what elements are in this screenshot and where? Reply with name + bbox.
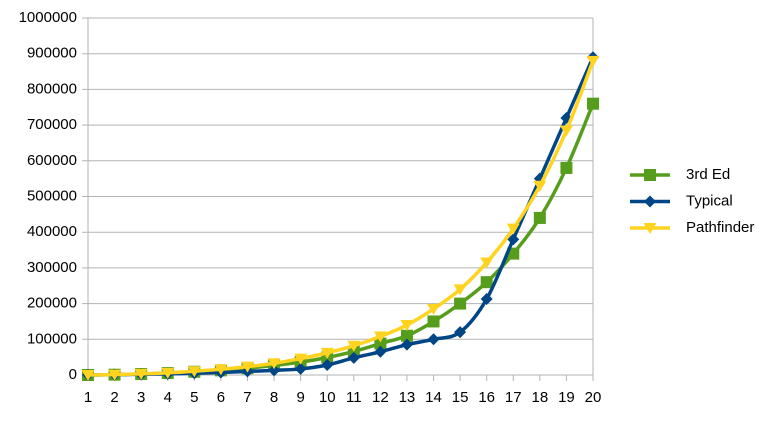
data-point	[134, 368, 148, 380]
y-tick-label: 900000	[27, 45, 77, 62]
data-point	[559, 125, 573, 137]
data-point	[587, 97, 599, 110]
x-tick-label: 4	[164, 389, 172, 406]
data-point	[480, 276, 493, 289]
data-point	[560, 161, 573, 174]
y-tick-label: 1000000	[19, 9, 77, 26]
data-point	[240, 361, 254, 373]
x-tick-label: 20	[585, 389, 602, 406]
x-tick-label: 16	[478, 389, 495, 406]
x-tick-label: 10	[319, 389, 336, 406]
x-tick-label: 12	[372, 389, 389, 406]
data-point	[374, 337, 387, 350]
data-point	[267, 358, 281, 370]
data-point	[586, 55, 600, 67]
data-point	[321, 359, 334, 372]
x-tick-label: 8	[270, 389, 278, 406]
series-line	[87, 60, 595, 377]
y-tick-label: 200000	[27, 295, 77, 312]
x-tick-label: 11	[346, 389, 362, 406]
data-point	[506, 223, 520, 235]
x-tick-label: 13	[399, 389, 416, 406]
y-tick-label: 100000	[27, 330, 77, 347]
data-point	[427, 315, 440, 328]
data-point	[374, 345, 387, 358]
data-point	[533, 180, 547, 192]
x-tick-label: 17	[505, 389, 522, 406]
x-tick-label: 15	[452, 389, 469, 406]
y-tick-label: 800000	[27, 80, 77, 97]
data-point	[268, 364, 281, 377]
data-point	[161, 367, 175, 379]
y-tick-label: 600000	[27, 152, 77, 169]
data-point	[400, 320, 414, 332]
data-point	[294, 362, 307, 375]
data-point	[373, 331, 387, 343]
data-point	[81, 370, 95, 381]
x-tick-label: 6	[217, 389, 225, 406]
data-point	[294, 353, 308, 365]
data-point	[400, 329, 413, 342]
legend-label: 3rd Ed	[686, 166, 730, 183]
data-point	[454, 297, 467, 310]
legend-label: Typical	[686, 192, 733, 209]
data-point	[453, 284, 467, 296]
y-tick-label: 400000	[27, 223, 77, 240]
data-point	[454, 326, 467, 339]
x-tick-label: 1	[84, 389, 92, 406]
data-point	[400, 338, 413, 351]
data-point	[427, 303, 441, 315]
x-tick-label: 18	[531, 389, 548, 406]
x-tick-label: 19	[558, 389, 575, 406]
data-point	[347, 340, 361, 352]
x-tick-label: 14	[425, 389, 442, 406]
legend-marker	[644, 169, 656, 181]
data-point	[214, 364, 228, 376]
x-tick-label: 2	[110, 389, 118, 406]
data-point	[480, 292, 493, 305]
data-point	[427, 333, 440, 346]
data-point	[320, 347, 334, 359]
data-point	[480, 257, 494, 269]
data-point	[187, 366, 201, 378]
legend-marker	[643, 223, 657, 234]
y-tick-label: 700000	[27, 116, 77, 133]
y-tick-label: 0	[69, 366, 77, 383]
data-point	[108, 369, 122, 381]
data-point	[533, 211, 546, 224]
data-point	[347, 351, 360, 364]
x-tick-label: 7	[243, 389, 251, 406]
legend-label: Pathfinder	[686, 219, 754, 236]
series-line	[87, 56, 595, 377]
data-point	[507, 233, 520, 246]
y-tick-label: 500000	[27, 187, 77, 204]
legend-marker	[644, 195, 656, 208]
x-tick-label: 9	[296, 389, 304, 406]
x-tick-label: 5	[190, 389, 198, 406]
x-tick-label: 3	[137, 389, 145, 406]
y-tick-label: 300000	[27, 259, 77, 276]
